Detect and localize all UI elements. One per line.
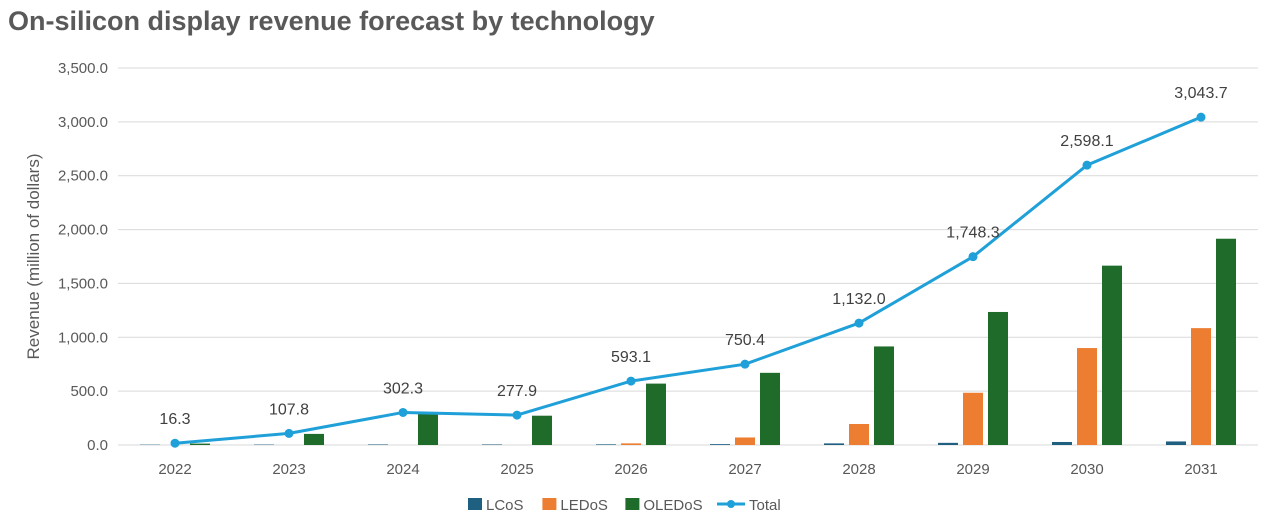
total-point-2028 [854, 318, 864, 328]
bar-lcos-2024 [368, 444, 388, 445]
total-data-label-2029: 1,748.3 [946, 225, 999, 242]
bar-ledos-2029 [963, 392, 983, 445]
y-tick-label: 1,500.0 [58, 275, 108, 292]
bar-oledos-2023 [304, 433, 324, 445]
total-data-label-2026: 593.1 [611, 349, 651, 366]
total-data-label-2022: 16.3 [159, 411, 190, 428]
legend-marker-total [727, 500, 735, 508]
legend-swatch-lcos [468, 498, 482, 510]
y-axis-title: Revenue (million of dollars) [24, 154, 43, 360]
y-axis-ticks: 0.0 500.0 1,000.0 1,500.0 2,000.0 2,500.0 3,00… [58, 60, 108, 454]
x-tick-label: 2029 [956, 461, 989, 478]
bar-lcos-2029 [938, 442, 958, 445]
total-data-label-2024: 302.3 [383, 380, 423, 397]
bar-oledos-2026 [646, 383, 666, 445]
y-tick-label: 3,500.0 [58, 60, 108, 77]
total-point-2026 [626, 376, 636, 386]
x-tick-label: 2023 [272, 461, 305, 478]
bar-oledos-2031 [1216, 238, 1236, 445]
total-line: 16.3 107.8 302.3 277.9 593.1 750.4 1,132.0 1,74… [159, 85, 1228, 448]
x-tick-label: 2024 [386, 461, 419, 478]
bar-lcos-2025 [482, 444, 502, 445]
bar-ledos-2027 [735, 437, 755, 445]
bar-lcos-2031 [1166, 441, 1186, 445]
bar-oledos-2029 [988, 311, 1008, 445]
bar-oledos-2022 [190, 443, 210, 445]
legend-label-ledos: LEDoS [560, 497, 608, 514]
y-tick-label: 2,000.0 [58, 222, 108, 239]
total-data-label-2023: 107.8 [269, 401, 309, 418]
total-data-label-2025: 277.9 [497, 383, 537, 400]
y-tick-label: 1,000.0 [58, 329, 108, 346]
y-tick-label: 2,500.0 [58, 168, 108, 185]
bar-lcos-2028 [824, 443, 844, 445]
bar-ledos-2028 [849, 423, 869, 445]
x-tick-label: 2031 [1184, 461, 1217, 478]
y-tick-label: 3,000.0 [58, 114, 108, 131]
x-tick-label: 2025 [500, 461, 533, 478]
x-tick-label: 2030 [1070, 461, 1103, 478]
bar-oledos-2025 [532, 415, 552, 445]
x-tick-label: 2027 [728, 461, 761, 478]
bar-oledos-2027 [760, 372, 780, 445]
total-data-label-2027: 750.4 [725, 332, 765, 349]
bar-lcos-2030 [1052, 441, 1072, 445]
gridlines [118, 67, 1258, 392]
bar-ledos-2026 [621, 443, 641, 445]
bar-oledos-2028 [874, 346, 894, 445]
total-series-line [174, 115, 1202, 445]
legend-label-lcos: LCoS [486, 497, 524, 514]
chart-title: On-silicon display revenue forecast by t… [8, 6, 655, 36]
total-point-2030 [1082, 160, 1092, 170]
total-point-2025 [512, 410, 522, 420]
total-data-label-2030: 2,598.1 [1060, 133, 1113, 150]
x-tick-label: 2028 [842, 461, 875, 478]
total-data-label-2028: 1,132.0 [832, 291, 885, 308]
total-point-2022 [170, 438, 180, 448]
total-point-2031 [1196, 112, 1206, 122]
x-axis-ticks: 2022 2023 2024 2025 2026 2027 2028 2029 2030 2031 [158, 461, 1217, 478]
total-point-2029 [968, 252, 978, 262]
total-point-2024 [398, 407, 408, 417]
total-data-label-2031: 3,043.7 [1174, 85, 1227, 102]
bar-ledos-2030 [1077, 348, 1097, 445]
bar-ledos-2031 [1191, 328, 1211, 445]
x-tick-label: 2026 [614, 461, 647, 478]
bar-lcos-2027 [710, 444, 730, 445]
legend: LCoS LEDoS OLEDoS Total [468, 497, 781, 514]
legend-label-oledos: OLEDoS [643, 497, 702, 514]
total-point-2023 [284, 428, 294, 438]
y-tick-label: 500.0 [70, 383, 108, 400]
legend-label-total: Total [749, 497, 781, 514]
bar-oledos-2030 [1102, 265, 1122, 445]
legend-swatch-oledos [625, 498, 640, 510]
bar-lcos-2026 [596, 444, 616, 445]
total-point-2027 [740, 359, 750, 369]
bar-oledos-2024 [418, 413, 438, 445]
legend-swatch-ledos [542, 498, 557, 510]
bars [140, 238, 1236, 445]
x-tick-label: 2022 [158, 461, 191, 478]
y-tick-label: 0.0 [87, 437, 108, 454]
